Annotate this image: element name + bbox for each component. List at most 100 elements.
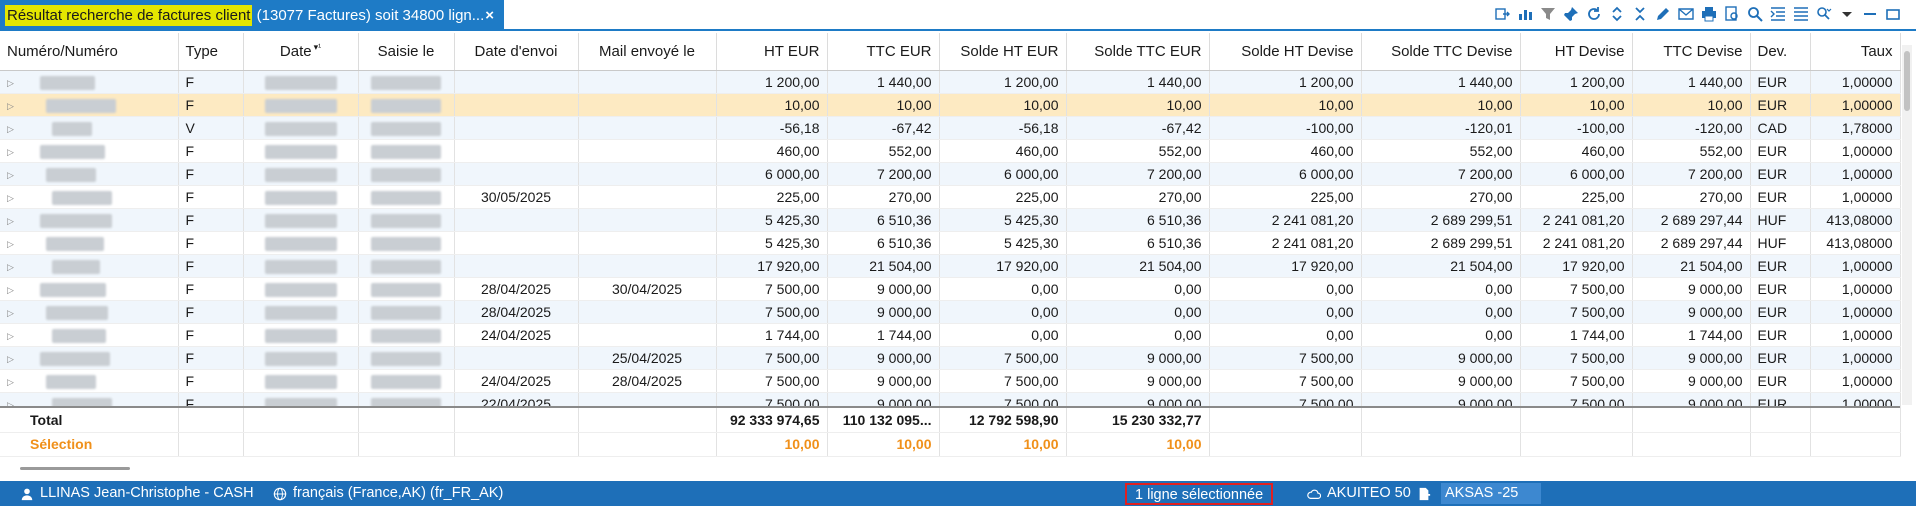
- cell-saisie-le: [358, 70, 455, 94]
- expand-row-icon[interactable]: ▷: [7, 308, 14, 319]
- column-header-numero[interactable]: Numéro/Numéro: [0, 33, 179, 71]
- cell-saisie-le: [358, 208, 455, 232]
- column-header-date-envoi[interactable]: Date d'envoi: [454, 33, 579, 71]
- restore-icon[interactable]: [1884, 4, 1902, 24]
- redacted-value: [371, 236, 441, 251]
- status-user[interactable]: LLINAS Jean-Christophe - CASH: [20, 481, 254, 506]
- list-icon[interactable]: [1792, 4, 1810, 24]
- expand-row-icon[interactable]: ▷: [7, 124, 14, 135]
- redacted-value: [264, 121, 337, 136]
- table-row[interactable]: ▷ F 25/04/2025 7 500,00 9 000,00 7 500,00 9 00…: [0, 346, 1901, 370]
- cell-solde-ttc-eur: 9 000,00: [1066, 369, 1210, 393]
- cell-dev: EUR: [1750, 300, 1811, 324]
- cell-type: F: [178, 254, 244, 278]
- expand-row-icon[interactable]: ▷: [7, 239, 14, 250]
- expand-row-icon[interactable]: ▷: [7, 262, 14, 273]
- expand-row-icon[interactable]: ▷: [7, 377, 14, 388]
- table-row[interactable]: ▷ F 460,00 552,00 460,00 552,00 460,00 552,00 46…: [0, 139, 1901, 163]
- tab-search-results[interactable]: Résultat recherche de factures client (1…: [0, 0, 504, 31]
- column-header-mail-envoye-le[interactable]: Mail envoyé le: [578, 33, 717, 71]
- column-header-devise[interactable]: Dev.: [1750, 33, 1811, 71]
- cell-taux: 1,00000: [1810, 139, 1901, 163]
- expand-icon[interactable]: [1608, 4, 1626, 24]
- column-header-ttc-eur[interactable]: TTC EUR: [827, 33, 940, 71]
- expand-row-icon[interactable]: ▷: [7, 354, 14, 365]
- cell-solde-ttc-eur: 7 200,00: [1066, 162, 1210, 186]
- cell-solde-ttc-dev: 0,00: [1361, 277, 1521, 301]
- table-row[interactable]: ▷ F 5 425,30 6 510,36 5 425,30 6 510,36 2 241 …: [0, 208, 1901, 232]
- print-icon[interactable]: [1700, 4, 1718, 24]
- table-row[interactable]: ▷ F 10,00 10,00 10,00 10,00 10,00 10,00 10,00 10,…: [0, 93, 1901, 117]
- column-header-ht-eur[interactable]: HT EUR: [716, 33, 828, 71]
- expand-row-icon[interactable]: ▷: [7, 285, 14, 296]
- cell-solde-ht-dev: 2 241 081,20: [1209, 231, 1362, 255]
- expand-row-icon[interactable]: ▷: [7, 78, 14, 89]
- status-company[interactable]: AKSAS -25: [1441, 483, 1541, 504]
- column-header-solde-ht-devise[interactable]: Solde HT Devise: [1209, 33, 1362, 71]
- cell-ttc-dev: 2 689 297,44: [1632, 208, 1751, 232]
- expand-row-icon[interactable]: ▷: [7, 216, 14, 227]
- refresh-icon[interactable]: [1585, 4, 1603, 24]
- chart-icon[interactable]: [1516, 4, 1534, 24]
- column-header-solde-ht-eur[interactable]: Solde HT EUR: [939, 33, 1067, 71]
- table-row[interactable]: ▷ F 17 920,00 21 504,00 17 920,00 21 504,00 17…: [0, 254, 1901, 278]
- filter-icon[interactable]: [1539, 4, 1557, 24]
- column-header-taux[interactable]: Taux: [1810, 33, 1901, 71]
- table-row[interactable]: ▷ V -56,18 -67,42 -56,18 -67,42 -100,00 -120,01…: [0, 116, 1901, 140]
- expand-row-icon[interactable]: ▷: [7, 147, 14, 158]
- cell-ttc-eur: 6 510,36: [827, 231, 940, 255]
- vertical-scrollbar[interactable]: [1902, 45, 1912, 405]
- minimize-icon[interactable]: [1861, 4, 1879, 24]
- cell-ttc-dev: 9 000,00: [1632, 369, 1751, 393]
- cell-numero: ▷: [0, 254, 179, 278]
- cell-ht-dev: 1 744,00: [1520, 323, 1633, 347]
- cell-numero: ▷: [0, 139, 179, 163]
- cell-date: [243, 254, 359, 278]
- cell-date: [243, 208, 359, 232]
- table-row[interactable]: ▷ F 1 200,00 1 440,00 1 200,00 1 440,00 1 200,…: [0, 70, 1901, 94]
- search-options-icon[interactable]: [1815, 4, 1833, 24]
- table-row[interactable]: ▷ F 24/04/2025 28/04/2025 7 500,00 9 000,00 7 …: [0, 369, 1901, 393]
- menu-icon[interactable]: [1838, 4, 1856, 24]
- status-server[interactable]: AKUITEO 50: [1307, 481, 1431, 506]
- table-row[interactable]: ▷ F 28/04/2025 30/04/2025 7 500,00 9 000,00 0,…: [0, 277, 1901, 301]
- expand-row-icon[interactable]: ▷: [7, 400, 14, 411]
- expand-row-icon[interactable]: ▷: [7, 101, 14, 112]
- indent-icon[interactable]: [1769, 4, 1787, 24]
- table-row[interactable]: ▷ F 5 425,30 6 510,36 5 425,30 6 510,36 2 241 …: [0, 231, 1901, 255]
- status-language[interactable]: français (France,AK) (fr_FR_AK): [273, 481, 503, 506]
- cell-solde-ht-dev: 0,00: [1209, 277, 1362, 301]
- table-row[interactable]: ▷ F 24/04/2025 1 744,00 1 744,00 0,00 0,00 0,00…: [0, 323, 1901, 347]
- edit-icon[interactable]: [1654, 4, 1672, 24]
- cell-solde-ttc-dev: 9 000,00: [1361, 346, 1521, 370]
- cell-date-envoi: [454, 116, 579, 140]
- column-header-ttc-devise[interactable]: TTC Devise: [1632, 33, 1751, 71]
- expand-row-icon[interactable]: ▷: [7, 331, 14, 342]
- column-header-date[interactable]: Date ▾¹: [243, 33, 359, 71]
- table-row[interactable]: ▷ F 30/05/2025 225,00 270,00 225,00 270,00 225,…: [0, 185, 1901, 209]
- table-row[interactable]: ▷ F 28/04/2025 7 500,00 9 000,00 0,00 0,00 0,00…: [0, 300, 1901, 324]
- column-header-ht-devise[interactable]: HT Devise: [1520, 33, 1633, 71]
- search-icon[interactable]: [1746, 4, 1764, 24]
- collapse-icon[interactable]: [1631, 4, 1649, 24]
- cell-dev: EUR: [1750, 346, 1811, 370]
- column-header-solde-ttc-devise[interactable]: Solde TTC Devise: [1361, 33, 1521, 71]
- cell-ttc-eur: 552,00: [827, 139, 940, 163]
- export-icon[interactable]: [1493, 4, 1511, 24]
- close-tab-icon[interactable]: ×: [485, 7, 494, 24]
- column-header-type[interactable]: Type: [178, 33, 244, 71]
- expand-row-icon[interactable]: ▷: [7, 170, 14, 181]
- vertical-scrollbar-thumb[interactable]: [1904, 51, 1910, 111]
- horizontal-scrollbar[interactable]: [20, 467, 130, 470]
- cell-saisie-le: [358, 93, 455, 117]
- redacted-value: [51, 259, 100, 274]
- pin-icon[interactable]: [1562, 4, 1580, 24]
- table-row[interactable]: ▷ F 6 000,00 7 200,00 6 000,00 7 200,00 6 000,…: [0, 162, 1901, 186]
- column-header-solde-ttc-eur[interactable]: Solde TTC EUR: [1066, 33, 1210, 71]
- print-preview-icon[interactable]: [1723, 4, 1741, 24]
- column-header-saisie-le[interactable]: Saisie le: [358, 33, 455, 71]
- invoice-grid: Numéro/Numéro Type Date ▾¹ Saisie le Date d'e…: [0, 33, 1901, 416]
- mail-icon[interactable]: [1677, 4, 1695, 24]
- cell-date: [243, 277, 359, 301]
- expand-row-icon[interactable]: ▷: [7, 193, 14, 204]
